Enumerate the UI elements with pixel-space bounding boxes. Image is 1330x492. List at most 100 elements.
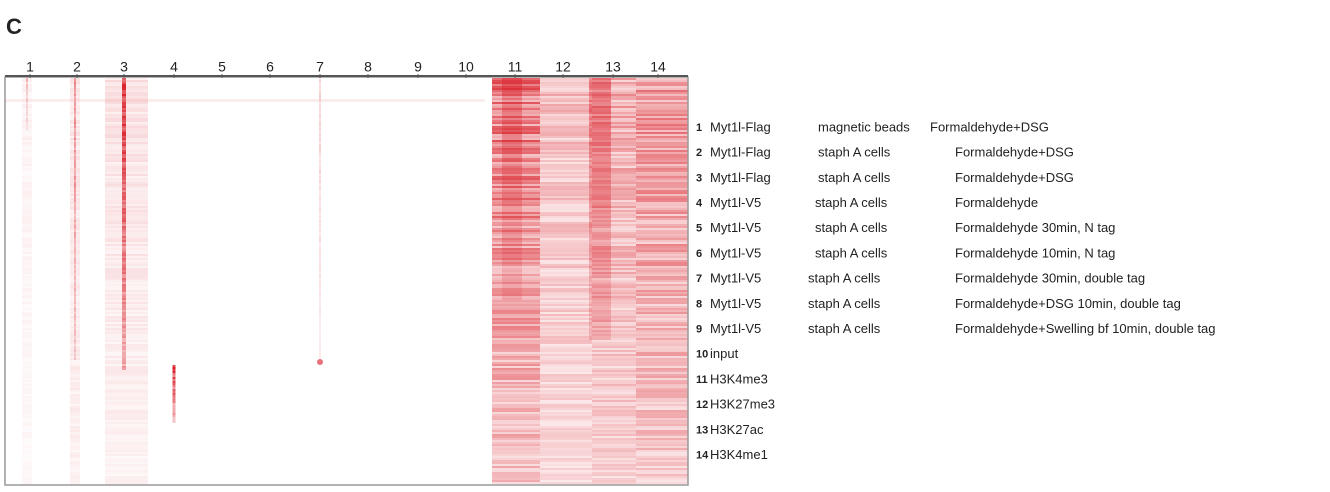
heat-row [636,318,688,320]
heat-streak [172,377,176,379]
heat-streak [319,308,321,310]
heat-streak [319,198,321,200]
heat-row [540,112,592,114]
heat-row [492,248,540,250]
heat-row [540,308,592,310]
heat-streak [589,290,611,292]
heat-row [105,344,148,346]
heat-row [636,386,688,388]
heat-row [592,306,636,308]
heat-streak [502,254,522,256]
heat-streak [172,415,176,417]
heat-row [105,322,148,324]
legend-antibody: H3K4me3 [710,371,768,386]
heat-row [492,280,540,282]
heat-streak [589,264,611,266]
heat-row [540,450,592,452]
heat-row [592,232,636,234]
heat-streak [319,268,321,270]
heat-row [105,244,148,246]
heat-row [540,206,592,208]
heat-row [636,366,688,368]
heat-streak [589,204,611,206]
heat-row [636,166,688,168]
heat-row [70,478,80,480]
heat-streak [502,196,522,198]
heat-row [22,426,32,428]
heat-row [70,240,80,242]
heat-row [636,382,688,384]
heat-streak [74,350,76,352]
heat-row [592,442,636,444]
heat-row [492,442,540,444]
heat-streak [122,134,126,136]
heat-row [22,162,32,164]
heat-streak [319,280,321,282]
heat-row [70,234,80,236]
heat-streak [74,298,76,300]
heat-row [540,262,592,264]
heat-row [592,210,636,212]
heat-streak [74,262,76,264]
heat-row [540,422,592,424]
heat-row [636,246,688,248]
heat-row [105,388,148,390]
heat-row [592,108,636,110]
heat-row [592,158,636,160]
heat-row [70,208,80,210]
heat-row [636,150,688,152]
heat-row [540,474,592,476]
heat-streak [74,236,76,238]
heat-streak [589,202,611,204]
heat-row [105,406,148,408]
heat-row [492,188,540,190]
heat-streak [589,226,611,228]
heat-row [105,424,148,426]
heat-row [540,132,592,134]
heat-streak [319,176,321,178]
heat-streak [589,200,611,202]
heat-row [540,340,592,342]
heat-row [540,258,592,260]
heat-streak [502,144,522,146]
heat-streak [502,136,522,138]
heat-row [70,96,80,98]
heat-streak [74,114,76,116]
heat-row [492,256,540,258]
heat-band [5,99,485,102]
heat-row [70,362,80,364]
heat-streak [589,280,611,282]
heat-row [492,408,540,410]
heat-row [592,316,636,318]
heat-row [592,338,636,340]
heat-row [592,146,636,148]
heat-row [492,340,540,342]
heat-streak [74,348,76,350]
heat-row [22,140,32,142]
heat-streak [589,258,611,260]
legend-number: 4 [696,198,703,210]
heat-row [636,392,688,394]
heat-row [70,90,80,92]
heat-streak [122,366,126,368]
heat-row [636,296,688,298]
heat-row [22,262,32,264]
heat-row [105,470,148,472]
heat-streak [74,178,76,180]
heat-row [540,414,592,416]
heat-row [105,272,148,274]
heat-row [22,450,32,452]
heat-row [22,80,32,82]
heat-streak [502,204,522,206]
legend-antibody: Myt1l-V5 [710,321,761,336]
heat-row [22,440,32,442]
heat-row [22,136,32,138]
heat-row [592,160,636,162]
legend-number: 1 [696,122,702,134]
heat-row [492,416,540,418]
heat-row [592,466,636,468]
heat-streak [502,234,522,236]
heat-row [636,406,688,408]
heat-row [492,422,540,424]
heat-streak [502,170,522,172]
